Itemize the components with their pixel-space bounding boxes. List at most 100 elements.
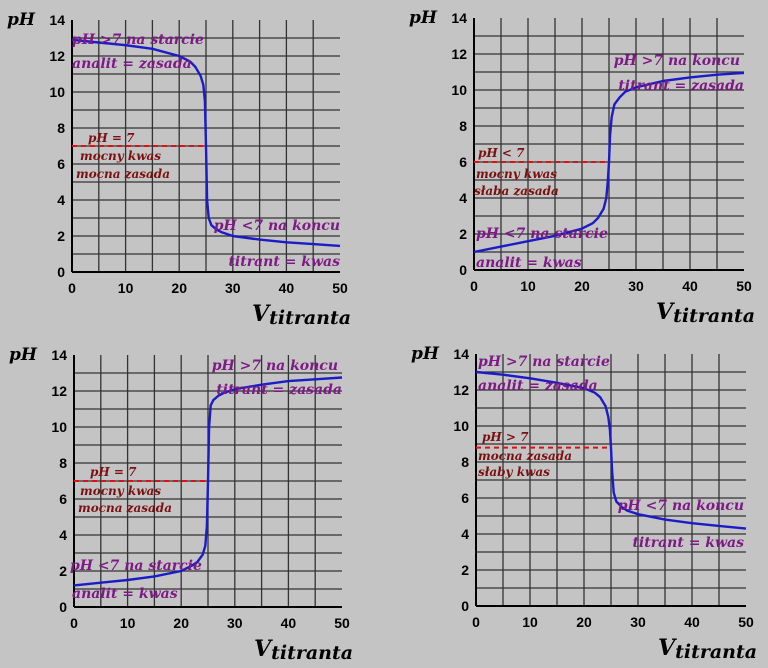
start-note: analit = kwas: [72, 586, 178, 602]
y-tick-label: 6: [59, 491, 67, 507]
x-tick-label: 0: [472, 614, 480, 630]
y-tick-label: 0: [59, 599, 67, 615]
y-axis-title: pH: [411, 344, 440, 364]
x-tick-label: 0: [70, 615, 78, 631]
condition-label: słaby kwas: [478, 465, 550, 479]
y-axis-title: pH: [7, 10, 36, 30]
x-tick-label: 40: [684, 614, 700, 630]
x-tick-label: 10: [522, 614, 538, 630]
titration-curve: [473, 71, 745, 254]
condition-label: mocny kwas: [476, 167, 557, 181]
x-tick-label: 30: [225, 280, 241, 296]
equivalence-label: pH < 7: [478, 146, 525, 160]
x-tick-label: 0: [68, 280, 76, 296]
condition-label: mocny kwas: [80, 149, 161, 163]
y-tick-label: 2: [57, 228, 65, 244]
equivalence-label: pH > 7: [482, 430, 529, 444]
y-axis-title: pH: [409, 8, 438, 28]
y-tick-label: 0: [459, 262, 467, 278]
x-tick-label: 0: [470, 278, 478, 294]
condition-label: słaba zasada: [474, 184, 559, 198]
x-tick-label: 40: [281, 615, 297, 631]
x-tick-label: 50: [332, 280, 348, 296]
y-tick-label: 2: [59, 563, 67, 579]
y-tick-label: 2: [461, 562, 469, 578]
y-tick-label: 8: [459, 118, 467, 134]
chart-panel-4: 0 2 4 6 8 10 12 14 0 10 20 30 40 50 pH Vtitranta pH > 7 m…: [411, 344, 757, 663]
x-tick-label: 10: [520, 278, 536, 294]
condition-label: mocny kwas: [80, 484, 161, 498]
x-tick-label: 10: [120, 615, 136, 631]
y-tick-label: 8: [57, 120, 65, 136]
start-note: pH <7 na starcie: [476, 226, 608, 242]
condition-label: mocna zasada: [78, 501, 172, 515]
y-tick-label: 14: [49, 12, 65, 28]
chart-panel-2: 0 2 4 6 8 10 12 14 0 10 20 30 40 50 pH Vtitranta pH < 7 m…: [409, 8, 755, 327]
chart-panel-3: 0 2 4 6 8 10 12 14 0 10 20 30 40 50 pH Vtitranta pH = 7 m…: [9, 345, 353, 664]
y-tick-label: 8: [59, 455, 67, 471]
y-tick-label: 2: [459, 226, 467, 242]
end-note: pH >7 na koncu: [212, 358, 338, 374]
x-tick-label: 20: [574, 278, 590, 294]
y-tick-label: 12: [51, 383, 67, 399]
x-tick-label: 40: [682, 278, 698, 294]
y-tick-label: 4: [59, 527, 67, 543]
x-tick-label: 30: [628, 278, 644, 294]
start-note: pH >7 na starcie: [478, 354, 610, 370]
y-tick-label: 14: [453, 346, 469, 362]
end-note: pH >7 na koncu: [614, 53, 740, 69]
x-axis-title: Vtitranta: [254, 636, 353, 664]
x-tick-label: 20: [171, 280, 187, 296]
start-note: analit = kwas: [476, 255, 582, 271]
y-tick-label: 8: [461, 454, 469, 470]
x-tick-label: 20: [576, 614, 592, 630]
equivalence-label: pH = 7: [90, 465, 137, 479]
y-tick-label: 10: [51, 419, 67, 435]
chart-panel-1: 0 2 4 6 8 10 12 14 0 10 20 30 40 50 pH Vtitranta pH = 7 m…: [7, 10, 351, 329]
start-note: pH >7 na starcie: [72, 32, 204, 48]
x-tick-label: 30: [227, 615, 243, 631]
y-tick-label: 14: [451, 10, 467, 26]
x-tick-label: 10: [118, 280, 134, 296]
x-tick-label: 20: [173, 615, 189, 631]
x-tick-label: 30: [630, 614, 646, 630]
y-tick-label: 6: [459, 154, 467, 170]
equivalence-label: pH = 7: [88, 131, 135, 145]
x-axis-title: Vtitranta: [656, 299, 755, 327]
y-tick-label: 4: [461, 526, 469, 542]
start-note: analit = zasada: [72, 56, 192, 72]
y-axis-title: pH: [9, 345, 38, 365]
y-tick-label: 10: [453, 418, 469, 434]
end-note: titrant = kwas: [632, 535, 744, 551]
y-tick-label: 12: [49, 48, 65, 64]
end-note: titrant = zasada: [216, 382, 342, 398]
end-note: titrant = zasada: [618, 78, 744, 94]
end-note: titrant = kwas: [228, 254, 340, 270]
y-tick-label: 4: [459, 190, 467, 206]
y-tick-label: 12: [451, 46, 467, 62]
y-tick-label: 12: [453, 382, 469, 398]
end-note: pH <7 na koncu: [618, 498, 744, 514]
x-tick-label: 50: [736, 278, 752, 294]
x-tick-label: 50: [738, 614, 754, 630]
titration-curve: [71, 38, 341, 248]
titration-curve: [73, 376, 343, 587]
y-tick-label: 0: [57, 264, 65, 280]
y-tick-label: 14: [51, 347, 67, 363]
x-tick-label: 50: [334, 615, 350, 631]
y-tick-label: 4: [57, 192, 65, 208]
start-note: pH <7 na starcie: [70, 558, 202, 574]
y-tick-label: 10: [49, 84, 65, 100]
y-tick-label: 10: [451, 82, 467, 98]
x-axis-title: Vtitranta: [658, 635, 757, 663]
start-note: analit = zasada: [478, 378, 598, 394]
x-axis-title: Vtitranta: [252, 301, 351, 329]
condition-label: mocna zasada: [478, 449, 572, 463]
end-note: pH <7 na koncu: [214, 218, 340, 234]
x-tick-label: 40: [279, 280, 295, 296]
titration-curve: [475, 370, 747, 530]
y-tick-label: 6: [461, 490, 469, 506]
y-tick-label: 0: [461, 598, 469, 614]
condition-label: mocna zasada: [76, 167, 170, 181]
